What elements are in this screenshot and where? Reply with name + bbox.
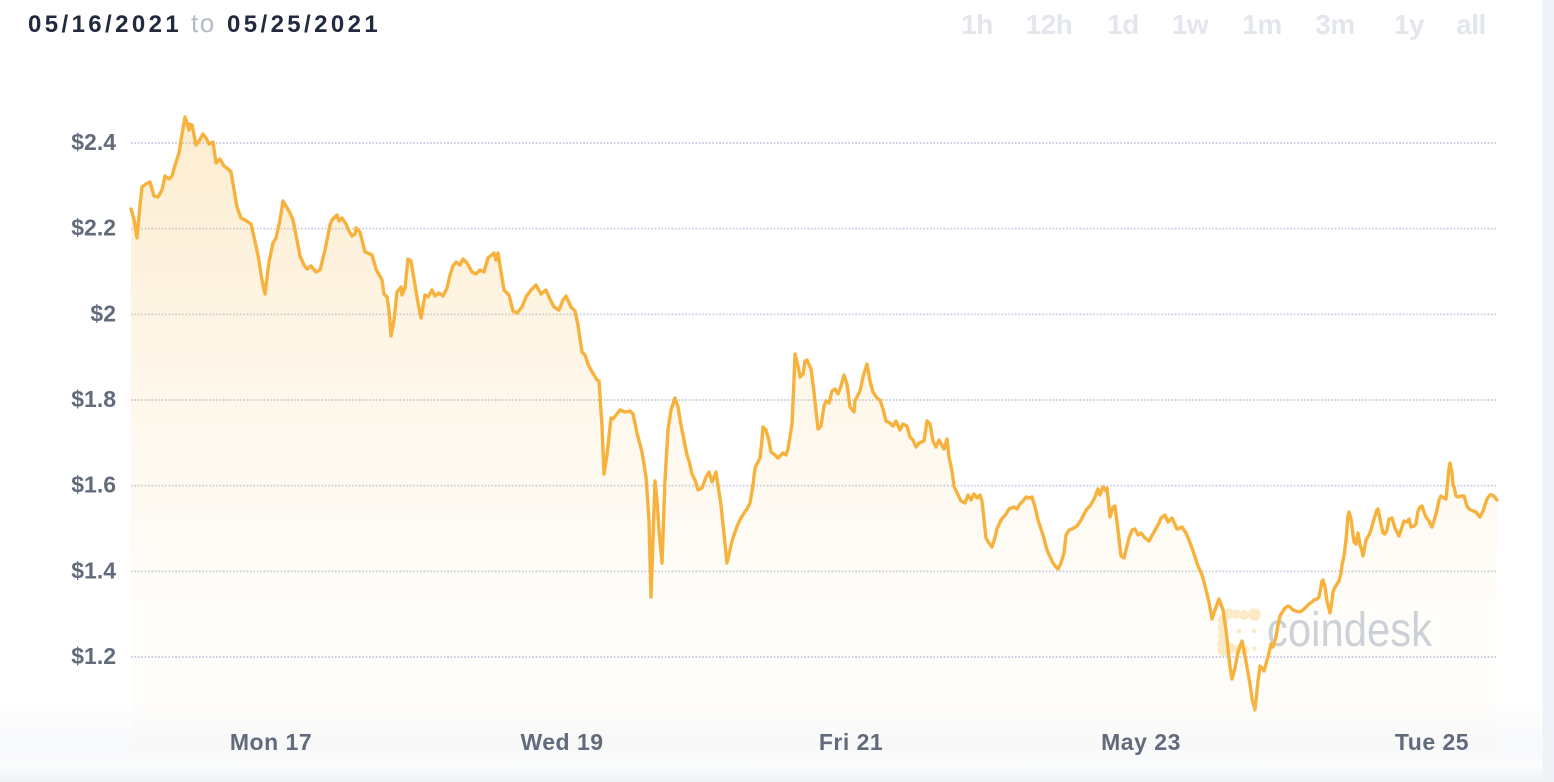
svg-text:Fri 21: Fri 21	[819, 729, 883, 755]
svg-text:$1.2: $1.2	[71, 643, 116, 669]
svg-text:Mon 17: Mon 17	[230, 729, 312, 755]
svg-text:12h: 12h	[1026, 9, 1073, 40]
svg-text:1d: 1d	[1107, 9, 1139, 40]
svg-text:1y: 1y	[1394, 9, 1425, 40]
svg-text:$2: $2	[90, 300, 116, 326]
svg-text:1h: 1h	[961, 9, 993, 40]
svg-text:$2.2: $2.2	[71, 215, 116, 241]
svg-text:$2.4: $2.4	[71, 129, 116, 155]
svg-text:$1.8: $1.8	[71, 386, 116, 412]
svg-text:coindesk: coindesk	[1267, 604, 1433, 657]
svg-text:$1.4: $1.4	[71, 557, 116, 583]
svg-text:05/25/2021: 05/25/2021	[227, 11, 381, 38]
svg-text:to: to	[191, 8, 216, 38]
svg-text:$1.6: $1.6	[71, 472, 116, 498]
svg-text:1w: 1w	[1172, 9, 1209, 40]
svg-text:05/16/2021: 05/16/2021	[28, 11, 182, 38]
svg-text:Wed 19: Wed 19	[520, 729, 603, 755]
svg-text:Tue 25: Tue 25	[1395, 729, 1469, 755]
svg-text:3m: 3m	[1315, 9, 1354, 40]
svg-text:all: all	[1456, 9, 1486, 40]
svg-text:May 23: May 23	[1101, 729, 1181, 755]
svg-text:1m: 1m	[1242, 9, 1281, 40]
